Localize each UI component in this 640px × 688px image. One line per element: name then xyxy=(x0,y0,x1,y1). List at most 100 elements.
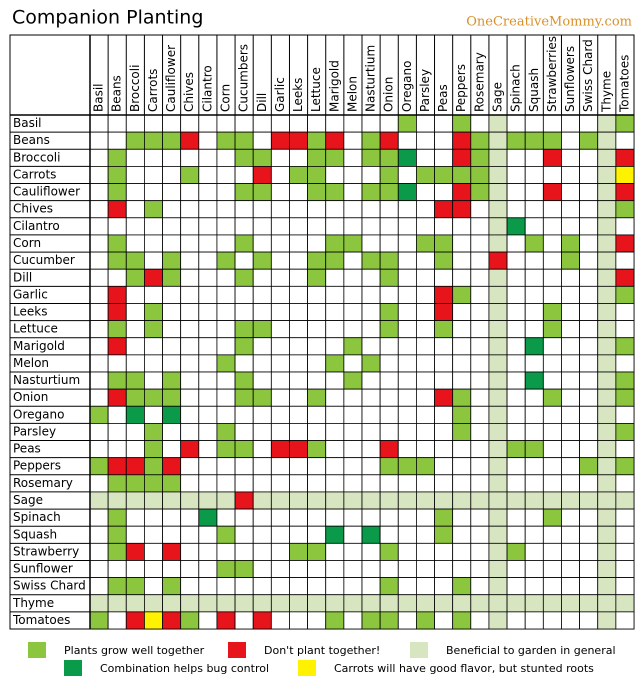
cell xyxy=(270,594,290,613)
cell xyxy=(452,303,472,322)
row-label: Sunflower xyxy=(13,562,73,576)
cell xyxy=(615,525,635,544)
cell xyxy=(143,525,163,544)
cell xyxy=(579,285,599,304)
cell xyxy=(125,405,145,424)
cell xyxy=(343,251,363,270)
cell xyxy=(289,525,309,544)
cell xyxy=(180,354,200,373)
cell xyxy=(107,405,127,424)
cell xyxy=(470,422,490,441)
cell xyxy=(252,131,272,150)
cell xyxy=(434,491,454,510)
cell xyxy=(434,251,454,270)
cell xyxy=(216,371,236,390)
cell xyxy=(180,251,200,270)
cell xyxy=(561,405,581,424)
cell xyxy=(252,440,272,459)
cell xyxy=(524,234,544,253)
cell xyxy=(162,165,182,184)
legend-swatch xyxy=(228,642,246,658)
cell xyxy=(234,131,254,150)
cell xyxy=(452,525,472,544)
cell xyxy=(561,594,581,613)
cell xyxy=(325,148,345,167)
cell xyxy=(434,560,454,579)
cell xyxy=(270,405,290,424)
cell xyxy=(379,200,399,219)
cell xyxy=(397,508,417,527)
cell xyxy=(506,114,526,133)
cell xyxy=(488,285,508,304)
cell xyxy=(542,217,562,236)
cell xyxy=(579,131,599,150)
cell xyxy=(488,508,508,527)
cell xyxy=(597,303,617,322)
cell xyxy=(434,303,454,322)
cell xyxy=(307,268,327,287)
cell xyxy=(524,183,544,202)
cell xyxy=(597,148,617,167)
row-label: Basil xyxy=(13,116,42,130)
cell xyxy=(270,525,290,544)
cell xyxy=(234,268,254,287)
cell xyxy=(470,114,490,133)
cell xyxy=(452,611,472,630)
row-label: Beans xyxy=(13,133,50,147)
cell xyxy=(415,337,435,356)
cell xyxy=(89,508,109,527)
cell xyxy=(325,165,345,184)
cell xyxy=(397,114,417,133)
cell xyxy=(289,405,309,424)
cell xyxy=(325,354,345,373)
cell xyxy=(579,303,599,322)
cell xyxy=(488,217,508,236)
cell xyxy=(597,594,617,613)
cell xyxy=(343,114,363,133)
cell xyxy=(452,371,472,390)
cell xyxy=(125,320,145,339)
cell xyxy=(289,165,309,184)
cell xyxy=(125,422,145,441)
cell xyxy=(615,457,635,476)
cell xyxy=(597,491,617,510)
cell xyxy=(506,183,526,202)
cell xyxy=(343,542,363,561)
cell xyxy=(234,320,254,339)
cell xyxy=(162,577,182,596)
cell xyxy=(162,114,182,133)
cell xyxy=(343,508,363,527)
cell xyxy=(343,440,363,459)
cell xyxy=(89,251,109,270)
cell xyxy=(162,525,182,544)
cell xyxy=(524,354,544,373)
cell xyxy=(289,611,309,630)
cell xyxy=(579,457,599,476)
cell xyxy=(162,200,182,219)
cell xyxy=(579,234,599,253)
cell xyxy=(125,457,145,476)
cell xyxy=(434,183,454,202)
cell xyxy=(89,474,109,493)
cell xyxy=(542,251,562,270)
cell xyxy=(615,560,635,579)
cell xyxy=(415,371,435,390)
cell xyxy=(216,234,236,253)
cell xyxy=(252,183,272,202)
brand: OneCreativeMommy.com xyxy=(466,15,632,30)
cell xyxy=(561,354,581,373)
cell xyxy=(252,234,272,253)
cell xyxy=(542,337,562,356)
cell xyxy=(434,131,454,150)
cell xyxy=(561,371,581,390)
cell xyxy=(470,577,490,596)
cell xyxy=(162,474,182,493)
cell xyxy=(579,491,599,510)
cell xyxy=(252,577,272,596)
column-label: Swiss Chard xyxy=(581,39,595,112)
cell xyxy=(307,594,327,613)
cell xyxy=(379,457,399,476)
cell xyxy=(379,371,399,390)
cell xyxy=(216,320,236,339)
cell xyxy=(343,525,363,544)
